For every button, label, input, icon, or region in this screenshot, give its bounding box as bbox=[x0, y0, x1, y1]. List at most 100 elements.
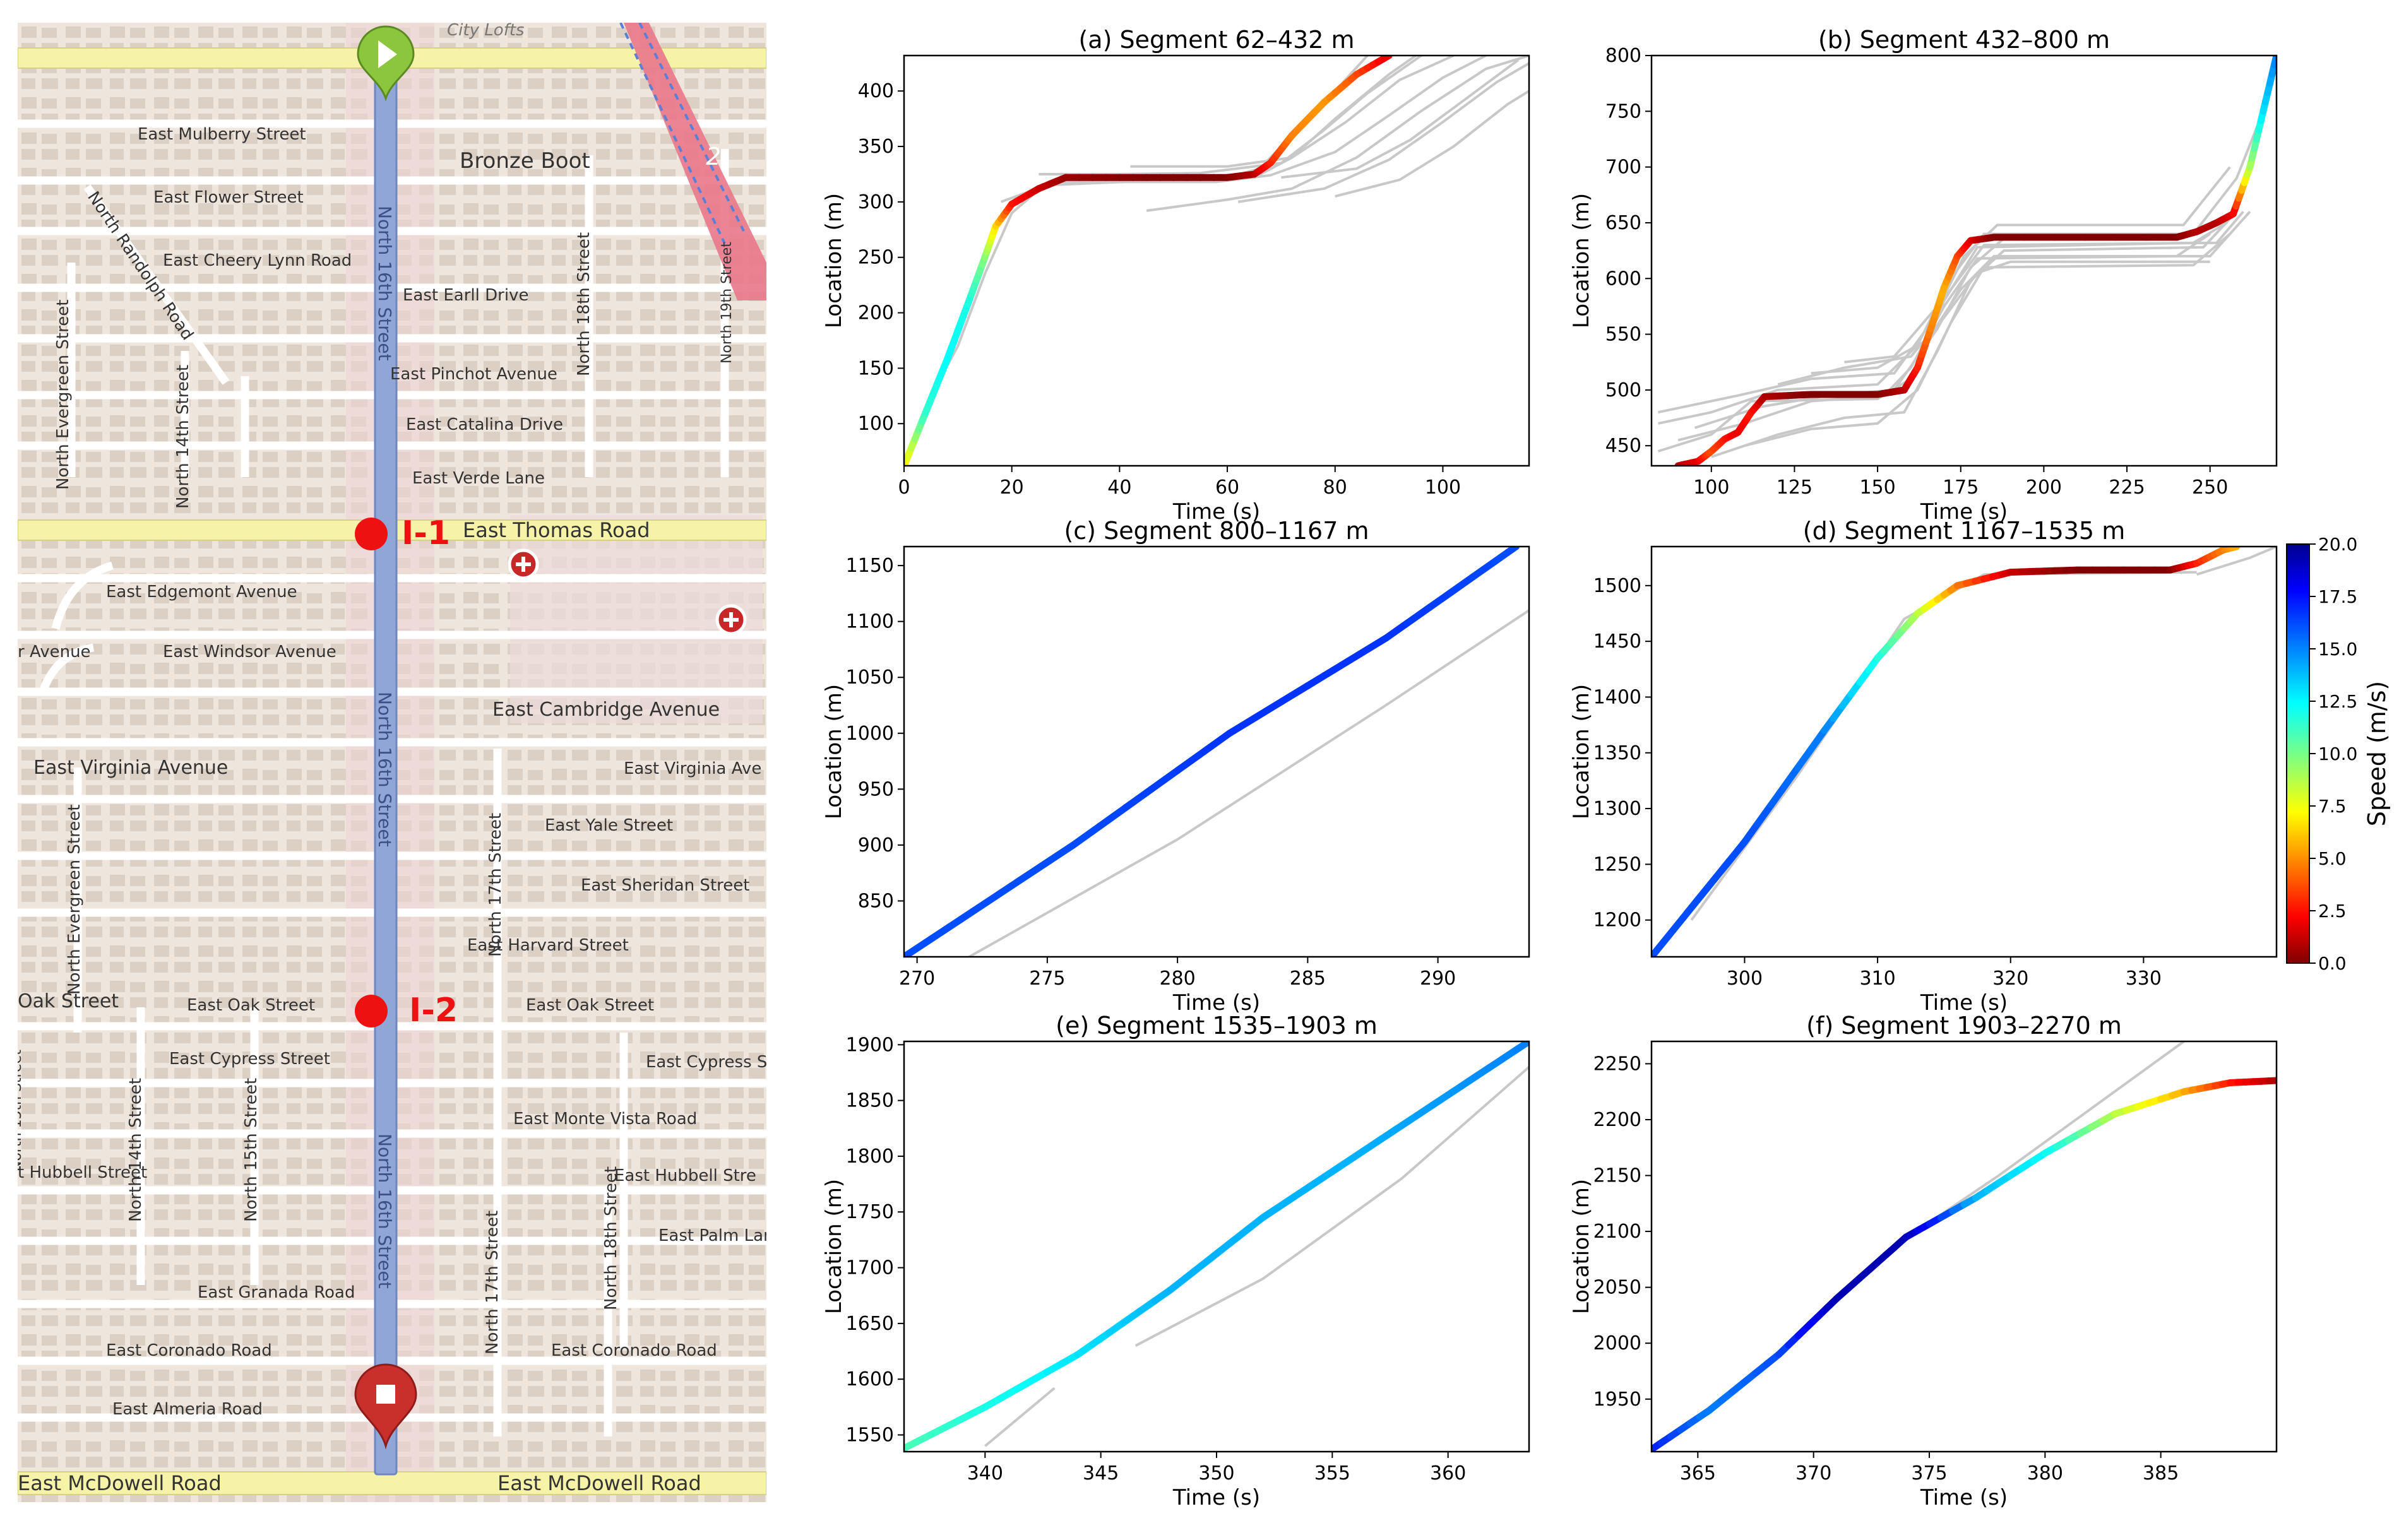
trajectory-segment bbox=[1664, 915, 1686, 942]
y-tick-label: 2000 bbox=[1593, 1332, 1641, 1354]
route-label-upper: North 16th Street bbox=[374, 206, 395, 361]
chart-title: (c) Segment 800–1167 m bbox=[1064, 517, 1369, 545]
label-virginia-w: East Virginia Avenue bbox=[33, 757, 228, 779]
label-hubbell-e: East Hubbell Stre bbox=[614, 1166, 756, 1185]
y-tick-label: 1150 bbox=[846, 555, 894, 577]
y-tick-label: 450 bbox=[1605, 435, 1641, 457]
chart-title: (a) Segment 62–432 m bbox=[1078, 26, 1354, 54]
x-tick-label: 100 bbox=[1693, 477, 1729, 499]
label-mcdowell-e: East McDowell Road bbox=[497, 1471, 701, 1495]
x-tick-label: 200 bbox=[2026, 477, 2062, 499]
route-label-middle: North 16th Street bbox=[374, 692, 395, 847]
hospital-icon bbox=[715, 604, 747, 636]
y-axis-label: Location (m) bbox=[1569, 1179, 1594, 1314]
intersection-i1-label: I-1 bbox=[402, 514, 450, 552]
y-tick-label: 1650 bbox=[846, 1313, 894, 1335]
y-tick-label: 800 bbox=[1605, 45, 1641, 67]
trajectory-segment bbox=[956, 897, 992, 923]
trajectory-segment bbox=[1447, 573, 1477, 596]
freeway-label: 2 bbox=[706, 143, 721, 170]
trajectory-segment bbox=[1426, 589, 1455, 612]
label-n17-s: North 17th Street bbox=[483, 1211, 502, 1354]
background-trajectory bbox=[1130, 56, 1455, 168]
y-tick-label: 950 bbox=[858, 778, 894, 800]
x-tick-label: 330 bbox=[2126, 968, 2162, 990]
label-earll: East Earll Drive bbox=[403, 286, 528, 305]
x-tick-label: 370 bbox=[1795, 1462, 1831, 1484]
trajectory-segment bbox=[1807, 726, 1828, 753]
trajectory-segment bbox=[1404, 604, 1433, 627]
trajectory-segment bbox=[1725, 838, 1748, 865]
x-tick-label: 125 bbox=[1777, 477, 1813, 499]
label-n18-s: North 18th Street bbox=[602, 1166, 621, 1310]
y-tick-label: 2050 bbox=[1593, 1277, 1641, 1299]
x-axis-label: Time (s) bbox=[1172, 990, 1260, 1016]
label-evergreen-n: North Evergreen Street bbox=[54, 300, 73, 490]
y-tick-label: 1750 bbox=[846, 1201, 894, 1223]
trajectory-segment bbox=[1694, 877, 1717, 903]
x-tick-label: 360 bbox=[1430, 1462, 1466, 1484]
label-coronado-w: East Coronado Road bbox=[106, 1341, 272, 1360]
label-almeria: East Almeria Road bbox=[112, 1400, 263, 1419]
y-tick-label: 1300 bbox=[1593, 798, 1641, 820]
chart-panel-2: 100 125 150 175 200 225 250 450 500 550 600 650 700 7… bbox=[1569, 26, 2278, 524]
time-space-diagrams: 0 20 40 60 80 100 100 150 200 250 300 350 400 (a) Seg… bbox=[821, 26, 2391, 1510]
x-tick-label: 275 bbox=[1029, 968, 1065, 990]
colorbar-tick-label: 20.0 bbox=[2318, 534, 2357, 555]
background-trajectory bbox=[1744, 233, 2231, 447]
label-hubbell-w: t Hubbell Street bbox=[18, 1163, 147, 1182]
label-n18: North 18th Street bbox=[574, 232, 593, 376]
trajectory-segment bbox=[1356, 634, 1390, 658]
label-bronze-boot: Bronze Boot bbox=[460, 148, 590, 174]
y-tick-label: 1100 bbox=[846, 611, 894, 633]
colorbar-tick-label: 17.5 bbox=[2318, 586, 2357, 607]
trajectory-segment bbox=[1304, 666, 1338, 689]
trajectory-segment bbox=[1041, 841, 1077, 867]
y-tick-label: 1850 bbox=[846, 1090, 894, 1112]
intersection-i2-label: I-2 bbox=[409, 992, 458, 1029]
x-tick-label: 280 bbox=[1159, 968, 1195, 990]
label-cypress-e: East Cypress S bbox=[646, 1053, 766, 1072]
trajectory-segment bbox=[1754, 801, 1775, 827]
y-axis-label: Location (m) bbox=[821, 193, 847, 328]
label-streetvert-w: North 15th Street bbox=[18, 1050, 25, 1171]
colorbar-tick-label: 0.0 bbox=[2318, 953, 2347, 974]
route-map: 2 City Lofts East Mulberry Street Bronze… bbox=[18, 23, 766, 1502]
background-trajectory bbox=[1134, 1066, 1529, 1347]
y-tick-label: 2150 bbox=[1593, 1165, 1641, 1187]
trajectory-segment bbox=[1200, 730, 1234, 755]
colorbar-gradient bbox=[2286, 543, 2310, 964]
x-tick-label: 0 bbox=[898, 477, 910, 499]
y-axis-label: Location (m) bbox=[821, 1179, 847, 1314]
y-tick-label: 250 bbox=[858, 247, 894, 269]
label-edgemont: East Edgemont Avenue bbox=[106, 583, 297, 601]
trajectory-segment bbox=[1095, 804, 1129, 830]
colorbar-tick-label: 12.5 bbox=[2318, 691, 2357, 712]
y-axis-label: Location (m) bbox=[1569, 193, 1594, 328]
x-tick-label: 380 bbox=[2027, 1462, 2063, 1484]
label-n14-n: North 14th Street bbox=[174, 365, 193, 509]
x-tick-label: 270 bbox=[899, 968, 935, 990]
label-yale: East Yale Street bbox=[545, 816, 673, 835]
background-trajectory bbox=[1119, 56, 1487, 184]
trajectory-segment bbox=[1174, 748, 1207, 774]
x-tick-label: 150 bbox=[1859, 477, 1895, 499]
y-tick-label: 1500 bbox=[1593, 575, 1641, 597]
background-trajectory bbox=[984, 1387, 1056, 1447]
y-tick-label: 1000 bbox=[846, 723, 894, 745]
y-tick-label: 550 bbox=[1605, 324, 1641, 346]
colorbar-label: Speed (m/s) bbox=[2363, 681, 2391, 826]
label-n17-n: North 17th Street bbox=[486, 813, 505, 957]
label-city-lofts: City Lofts bbox=[447, 23, 525, 40]
y-axis-label: Location (m) bbox=[821, 684, 847, 819]
x-axis-label: Time (s) bbox=[1920, 499, 2008, 524]
colorbar: 20.0 17.5 15.0 12.5 10.0 7.5 5.0 2.5 0.0 Speed (… bbox=[2286, 534, 2391, 974]
label-n14-s: North 14th Street bbox=[126, 1078, 145, 1222]
street-labels: City Lofts East Mulberry Street Bronze B… bbox=[18, 23, 766, 1495]
y-axis-label: Location (m) bbox=[1569, 684, 1594, 819]
freeway-2: 2 bbox=[619, 23, 766, 300]
label-windsor: East Windsor Avenue bbox=[163, 643, 336, 661]
plot-area bbox=[1652, 1041, 2277, 1452]
label-avenue-w: r Avenue bbox=[18, 643, 91, 661]
plot-area bbox=[1652, 547, 2277, 957]
